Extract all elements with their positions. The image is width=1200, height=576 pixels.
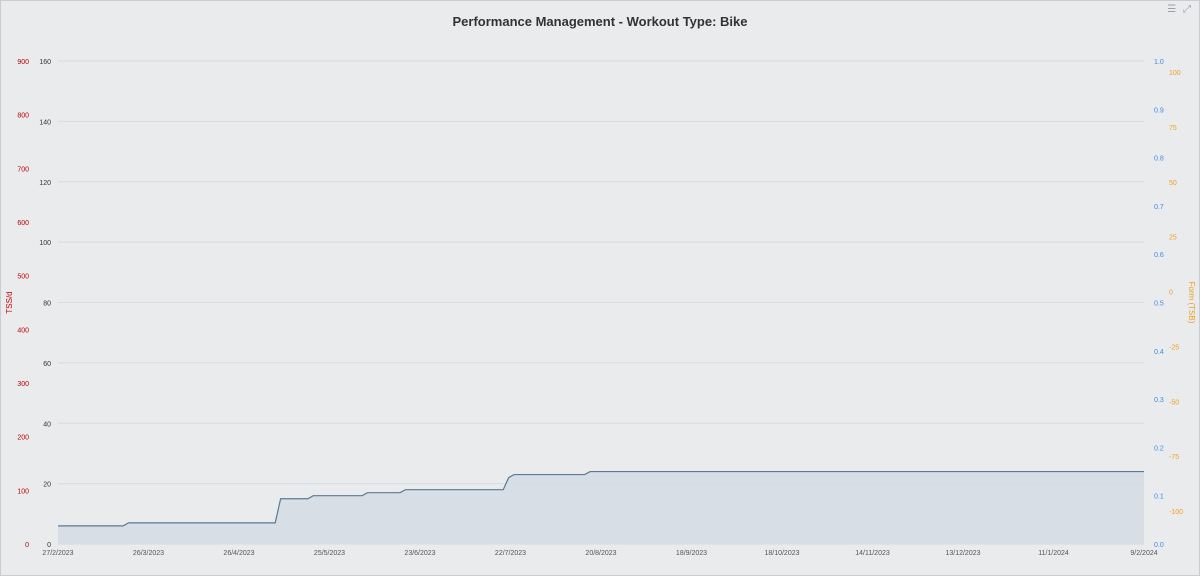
chart-title: Performance Management - Workout Type: B… <box>452 14 748 29</box>
left_outer-tick-label: 900 <box>17 59 29 66</box>
left_outer-tick-label: 800 <box>17 113 29 120</box>
right_inner-tick-label: 0.8 <box>1154 156 1164 163</box>
right_outer-tick-label: 25 <box>1169 235 1177 242</box>
left_inner-tick-label: 100 <box>39 240 51 247</box>
x-tick-label: 23/6/2023 <box>404 550 435 557</box>
left_inner-tick-label: 40 <box>43 421 51 428</box>
fitness-area <box>58 471 1144 544</box>
left_inner-tick-label: 20 <box>43 482 51 489</box>
right_inner-tick-label: 0.7 <box>1154 204 1164 211</box>
right-axis-title: Form (TSB) <box>1187 282 1196 324</box>
fitness-line <box>58 470 1144 527</box>
x-tick-label: 26/4/2023 <box>223 550 254 557</box>
right_inner-tick-label: 0.1 <box>1154 494 1164 501</box>
left_inner-tick-label: 60 <box>43 361 51 368</box>
right_inner-tick-label: 1.0 <box>1154 59 1164 66</box>
x-tick-label: 26/3/2023 <box>133 550 164 557</box>
right_inner-tick-label: 0.9 <box>1154 107 1164 114</box>
right_outer-tick-label: 75 <box>1169 125 1177 132</box>
x-tick-label: 27/2/2023 <box>42 550 73 557</box>
left-axis-title: TSS/d <box>5 291 14 313</box>
left_inner-tick-label: 0 <box>47 542 51 549</box>
left_inner-tick-label: 160 <box>39 59 51 66</box>
x-tick-label: 13/12/2023 <box>945 550 980 557</box>
left_outer-tick-label: 500 <box>17 274 29 281</box>
expand-icon[interactable]: ⤢ <box>1183 4 1191 15</box>
right_outer-tick-label: -100 <box>1169 509 1183 516</box>
right_outer-tick-label: 0 <box>1169 290 1173 297</box>
left_inner-tick-label: 120 <box>39 180 51 187</box>
right_inner-tick-label: 0.5 <box>1154 301 1164 308</box>
x-tick-label: 25/5/2023 <box>314 550 345 557</box>
right_inner-tick-label: 0.4 <box>1154 349 1164 356</box>
left_outer-tick-label: 400 <box>17 327 29 334</box>
right_outer-tick-label: -25 <box>1169 344 1179 351</box>
left_inner-tick-label: 140 <box>39 119 51 126</box>
x-tick-label: 22/7/2023 <box>495 550 526 557</box>
x-tick-label: 18/10/2023 <box>764 550 799 557</box>
x-tick-label: 9/2/2024 <box>1130 550 1157 557</box>
right_outer-tick-label: 100 <box>1169 70 1181 77</box>
x-tick-label: 20/8/2023 <box>585 550 616 557</box>
x-tick-label: 14/11/2023 <box>855 550 890 557</box>
right_inner-tick-label: 0.2 <box>1154 445 1164 452</box>
right_outer-tick-label: 50 <box>1169 180 1177 187</box>
left_outer-tick-label: 200 <box>17 435 29 442</box>
left_outer-tick-label: 0 <box>25 542 29 549</box>
right_outer-tick-label: -75 <box>1169 454 1179 461</box>
right_outer-tick-label: -50 <box>1169 399 1179 406</box>
left_outer-tick-label: 100 <box>17 488 29 495</box>
left_outer-tick-label: 300 <box>17 381 29 388</box>
x-tick-label: 11/1/2024 <box>1038 550 1069 557</box>
right_inner-tick-label: 0.3 <box>1154 397 1164 404</box>
chart-toolbar: ☰ ⤢ <box>1163 4 1191 15</box>
x-tick-label: 18/9/2023 <box>676 550 707 557</box>
right_inner-tick-label: 0.6 <box>1154 252 1164 259</box>
menu-icon[interactable]: ☰ <box>1167 4 1177 15</box>
right_inner-tick-label: 0.0 <box>1154 542 1164 549</box>
left_outer-tick-label: 700 <box>17 166 29 173</box>
left_inner-tick-label: 80 <box>43 301 51 308</box>
left_outer-tick-label: 600 <box>17 220 29 227</box>
